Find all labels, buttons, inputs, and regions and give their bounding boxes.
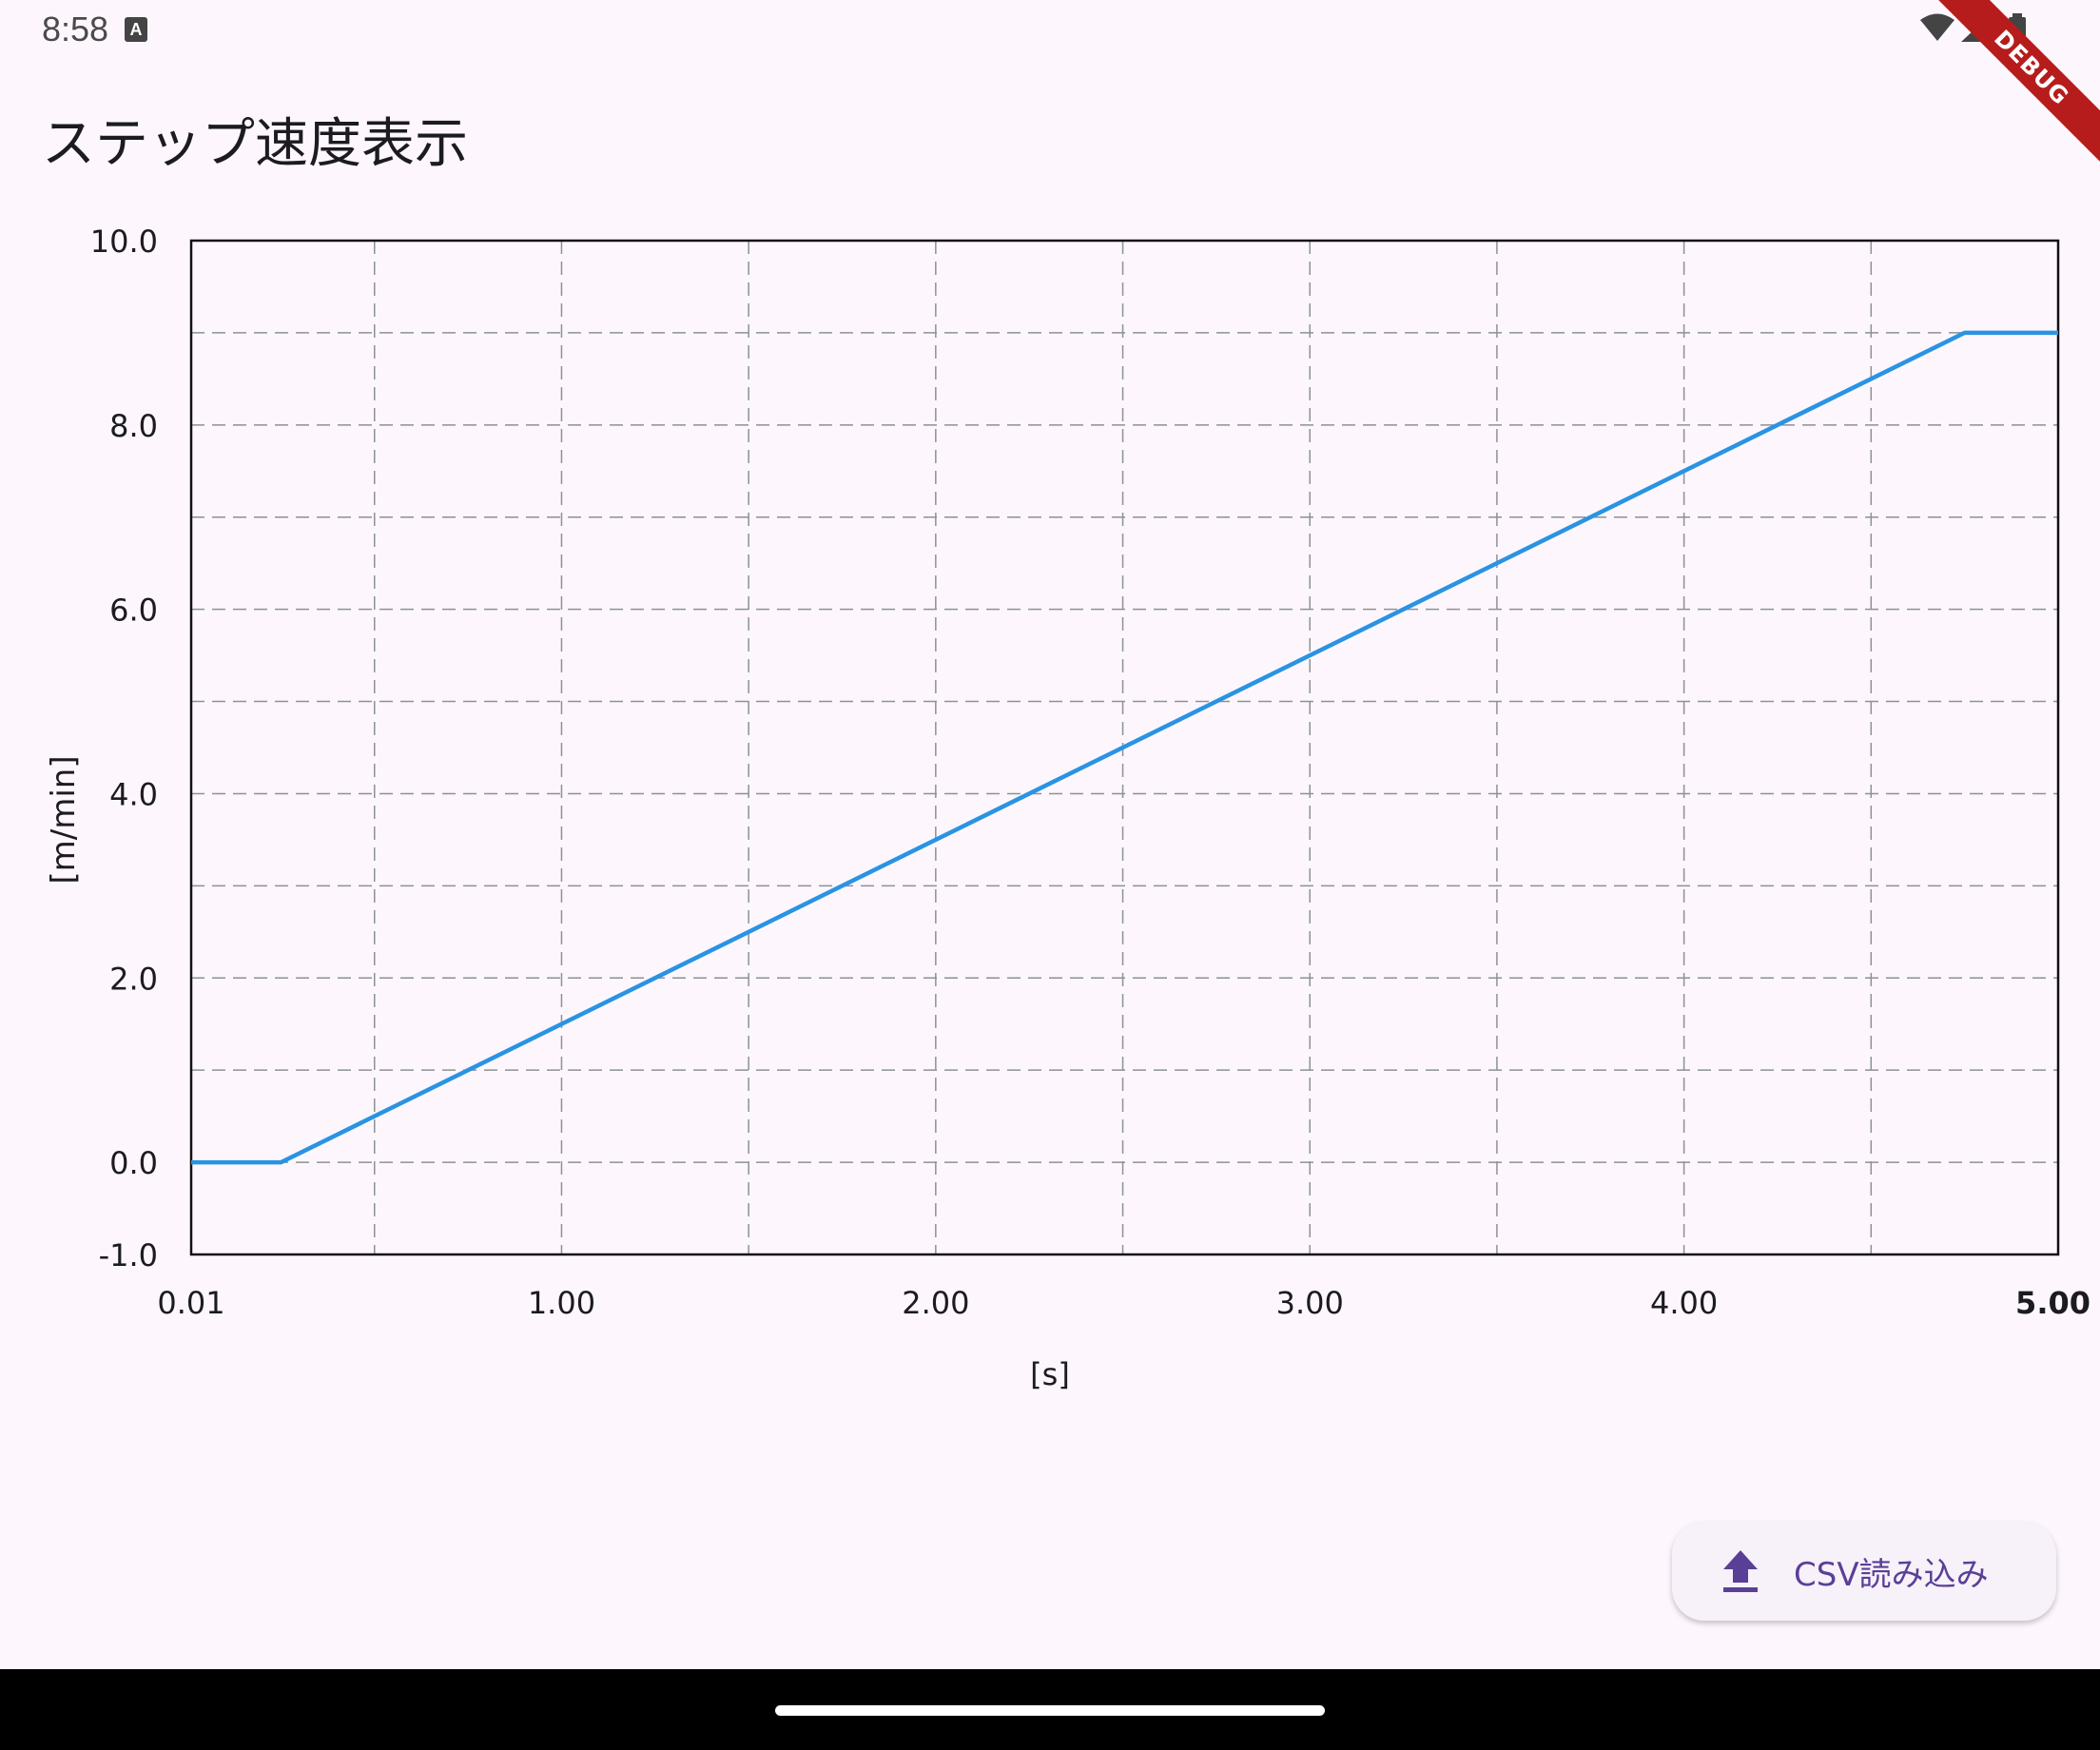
x-tick-label: 3.00: [1276, 1285, 1344, 1321]
status-time: 8:58: [42, 10, 109, 49]
y-axis-label: [m/min]: [45, 755, 83, 884]
y-axis-ticks: 10.0 8.0 6.0 4.0 2.0 0.0 -1.0: [90, 224, 158, 1274]
y-tick-label: 8.0: [109, 408, 158, 444]
x-tick-label: 2.00: [902, 1285, 969, 1321]
series-line: [191, 330, 2058, 1165]
home-indicator[interactable]: [775, 1705, 1325, 1716]
chart-grid: [191, 241, 2058, 1254]
x-axis-ticks: 0.01 1.00 2.00 3.00 4.00 5.00: [157, 1285, 2090, 1321]
upload-icon: [1723, 1550, 1758, 1592]
csv-import-button[interactable]: CSV読み込み: [1672, 1522, 2056, 1621]
step-speed-chart: 10.0 8.0 6.0 4.0 2.0 0.0 -1.0 0.01 1.00 2.00 3.00…: [45, 224, 2090, 1392]
y-tick-label: 4.0: [109, 776, 158, 812]
y-tick-label: 0.0: [109, 1145, 158, 1181]
y-tick-label: 10.0: [90, 224, 158, 260]
x-tick-label: 0.01: [157, 1285, 224, 1321]
page-title: ステップ速度表示: [42, 113, 468, 175]
y-tick-label: 6.0: [109, 593, 158, 629]
x-tick-label: 4.00: [1650, 1285, 1718, 1321]
notification-a-icon: A: [125, 17, 147, 42]
y-tick-label: 2.0: [109, 961, 158, 997]
chart-series: [191, 330, 2058, 1165]
x-tick-label: 1.00: [528, 1285, 595, 1321]
x-axis-label: [s]: [1030, 1356, 1070, 1392]
plot-area-border: [189, 239, 2060, 1256]
x-tick-label: 5.00: [2015, 1285, 2090, 1321]
y-tick-label: -1.0: [99, 1237, 158, 1274]
csv-import-label: CSV読み込み: [1794, 1555, 1989, 1594]
